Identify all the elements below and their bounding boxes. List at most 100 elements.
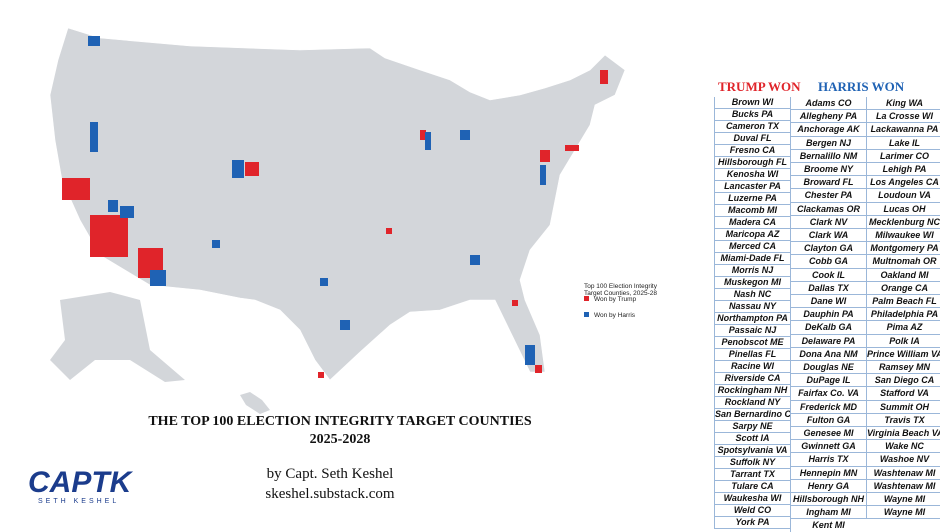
county-cell: Luzerne PA bbox=[714, 193, 790, 205]
county-cell: Summit OH bbox=[866, 400, 940, 414]
legend-swatch-trump bbox=[584, 296, 589, 301]
county-cell: Genesee MI bbox=[790, 427, 866, 441]
county-cell: Broome NY bbox=[790, 163, 866, 177]
county-cell: San Bernardino CA bbox=[714, 409, 790, 421]
county-cell: Fulton GA bbox=[790, 413, 866, 427]
trump-header: TRUMP WON bbox=[718, 79, 801, 94]
county-cell: Virginia Beach VA bbox=[866, 427, 940, 441]
county-cell: Oakland MI bbox=[866, 268, 940, 282]
logo-subtitle: SETH KESHEL bbox=[38, 498, 119, 505]
legend-item: Won by Trump bbox=[594, 296, 637, 303]
county-cell: Wake NC bbox=[866, 440, 940, 454]
county-cell: Montgomery PA bbox=[866, 242, 940, 256]
county-cell: Waukesha WI bbox=[714, 493, 790, 505]
hawaii bbox=[240, 392, 270, 414]
county-cell: Tulare CA bbox=[714, 481, 790, 493]
county-cell: Passaic NJ bbox=[714, 325, 790, 337]
county-cell: Ingham MI bbox=[790, 506, 866, 520]
county-cell: San Diego CA bbox=[866, 374, 940, 388]
county-cell: Lackawanna PA bbox=[866, 123, 940, 137]
county-cell: Merced CA bbox=[714, 241, 790, 253]
byline: by Capt. Seth Keshel bbox=[266, 466, 394, 482]
county-cell: Henry GA bbox=[790, 479, 866, 493]
county-cell: Pima AZ bbox=[866, 321, 940, 335]
county-cell: Duval FL bbox=[714, 133, 790, 145]
county-cell: Washoe NV bbox=[866, 453, 940, 467]
county-cell: Anchorage AK bbox=[790, 123, 866, 137]
county-cell: Weld CO bbox=[714, 505, 790, 517]
county-cell: Brown WI bbox=[714, 97, 790, 109]
county-cell: Orange CA bbox=[866, 281, 940, 295]
county-cell: Hillsborough NH bbox=[790, 493, 866, 507]
county-cell: Pinellas FL bbox=[714, 349, 790, 361]
county-cell: Wayne MI bbox=[866, 506, 940, 520]
county-cell: Adams CO bbox=[790, 97, 866, 111]
county-cell: Multnomah OR bbox=[866, 255, 940, 269]
county-cell: Kenosha WI bbox=[714, 169, 790, 181]
county-cell: Clark NV bbox=[790, 215, 866, 229]
county-cell: Clayton GA bbox=[790, 242, 866, 256]
alaska bbox=[50, 292, 185, 382]
harris-counties bbox=[88, 36, 546, 365]
county-cell: Lucas OH bbox=[866, 202, 940, 216]
county-cell: Travis TX bbox=[866, 413, 940, 427]
legend-swatch-harris bbox=[584, 312, 589, 317]
county-cell: Scott IA bbox=[714, 433, 790, 445]
county-cell: Ramsey MN bbox=[866, 361, 940, 375]
county-cell: Douglas NE bbox=[790, 361, 866, 375]
county-cell: Wayne MI bbox=[866, 493, 940, 507]
county-cell: Sarpy NE bbox=[714, 421, 790, 433]
title: THE TOP 100 ELECTION INTEGRITY TARGET CO… bbox=[148, 414, 532, 429]
subtitle: 2025-2028 bbox=[309, 432, 371, 447]
legend-item: Won by Harris bbox=[594, 312, 636, 319]
county-cell: Hennepin MN bbox=[790, 466, 866, 480]
county-cell: Broward FL bbox=[790, 176, 866, 190]
county-cell: Stafford VA bbox=[866, 387, 940, 401]
county-cell: Delaware PA bbox=[790, 334, 866, 348]
county-cell: Racine WI bbox=[714, 361, 790, 373]
county-cell: Suffolk NY bbox=[714, 457, 790, 469]
county-cell: Cobb GA bbox=[790, 255, 866, 269]
county-cell: Riverside CA bbox=[714, 373, 790, 385]
county-cell: Lehigh PA bbox=[866, 163, 940, 177]
county-cell: Rockingham NH bbox=[714, 385, 790, 397]
county-cell: Dona Ana NM bbox=[790, 347, 866, 361]
county-cell: Cook IL bbox=[790, 268, 866, 282]
county-cell: Mecklenburg NC bbox=[866, 215, 940, 229]
county-cell: La Crosse WI bbox=[866, 110, 940, 124]
county-cell: Clark WA bbox=[790, 229, 866, 243]
county-cell: Gwinnett GA bbox=[790, 440, 866, 454]
county-cell: Fresno CA bbox=[714, 145, 790, 157]
harris-header: HARRIS WON bbox=[818, 79, 905, 94]
county-cell: Milwaukee WI bbox=[866, 229, 940, 243]
county-cell: Harris TX bbox=[790, 453, 866, 467]
county-cell: Dane WI bbox=[790, 295, 866, 309]
county-cell: Bernalillo NM bbox=[790, 149, 866, 163]
county-cell: Nash NC bbox=[714, 289, 790, 301]
website: skeshel.substack.com bbox=[265, 486, 395, 502]
county-cell: Loudoun VA bbox=[866, 189, 940, 203]
county-cell: Chester PA bbox=[790, 189, 866, 203]
county-cell: Bucks PA bbox=[714, 109, 790, 121]
county-cell: Miami-Dade FL bbox=[714, 253, 790, 265]
county-cell: Hillsborough FL bbox=[714, 157, 790, 169]
county-cell: Dallas TX bbox=[790, 281, 866, 295]
county-cell: Lake IL bbox=[866, 136, 940, 150]
county-cell: York PA bbox=[714, 517, 790, 529]
county-cell: Rockland NY bbox=[714, 397, 790, 409]
county-cell: Tarrant TX bbox=[714, 469, 790, 481]
county-cell: Clackamas OR bbox=[790, 202, 866, 216]
county-cell: Frederick MD bbox=[790, 400, 866, 414]
county-cell: Bergen NJ bbox=[790, 136, 866, 150]
county-cell: Madera CA bbox=[714, 217, 790, 229]
county-cell: Los Angeles CA bbox=[866, 176, 940, 190]
legend-title: Top 100 Election Integrity Target Counti… bbox=[584, 283, 657, 297]
county-cell: Allegheny PA bbox=[790, 110, 866, 124]
county-cell: Penobscot ME bbox=[714, 337, 790, 349]
county-cell: Polk IA bbox=[866, 334, 940, 348]
county-cell: Washtenaw MI bbox=[866, 466, 940, 480]
county-cell: Dauphin PA bbox=[790, 308, 866, 322]
county-cell: Spotsylvania VA bbox=[714, 445, 790, 457]
logo: CAPTK bbox=[28, 466, 134, 499]
